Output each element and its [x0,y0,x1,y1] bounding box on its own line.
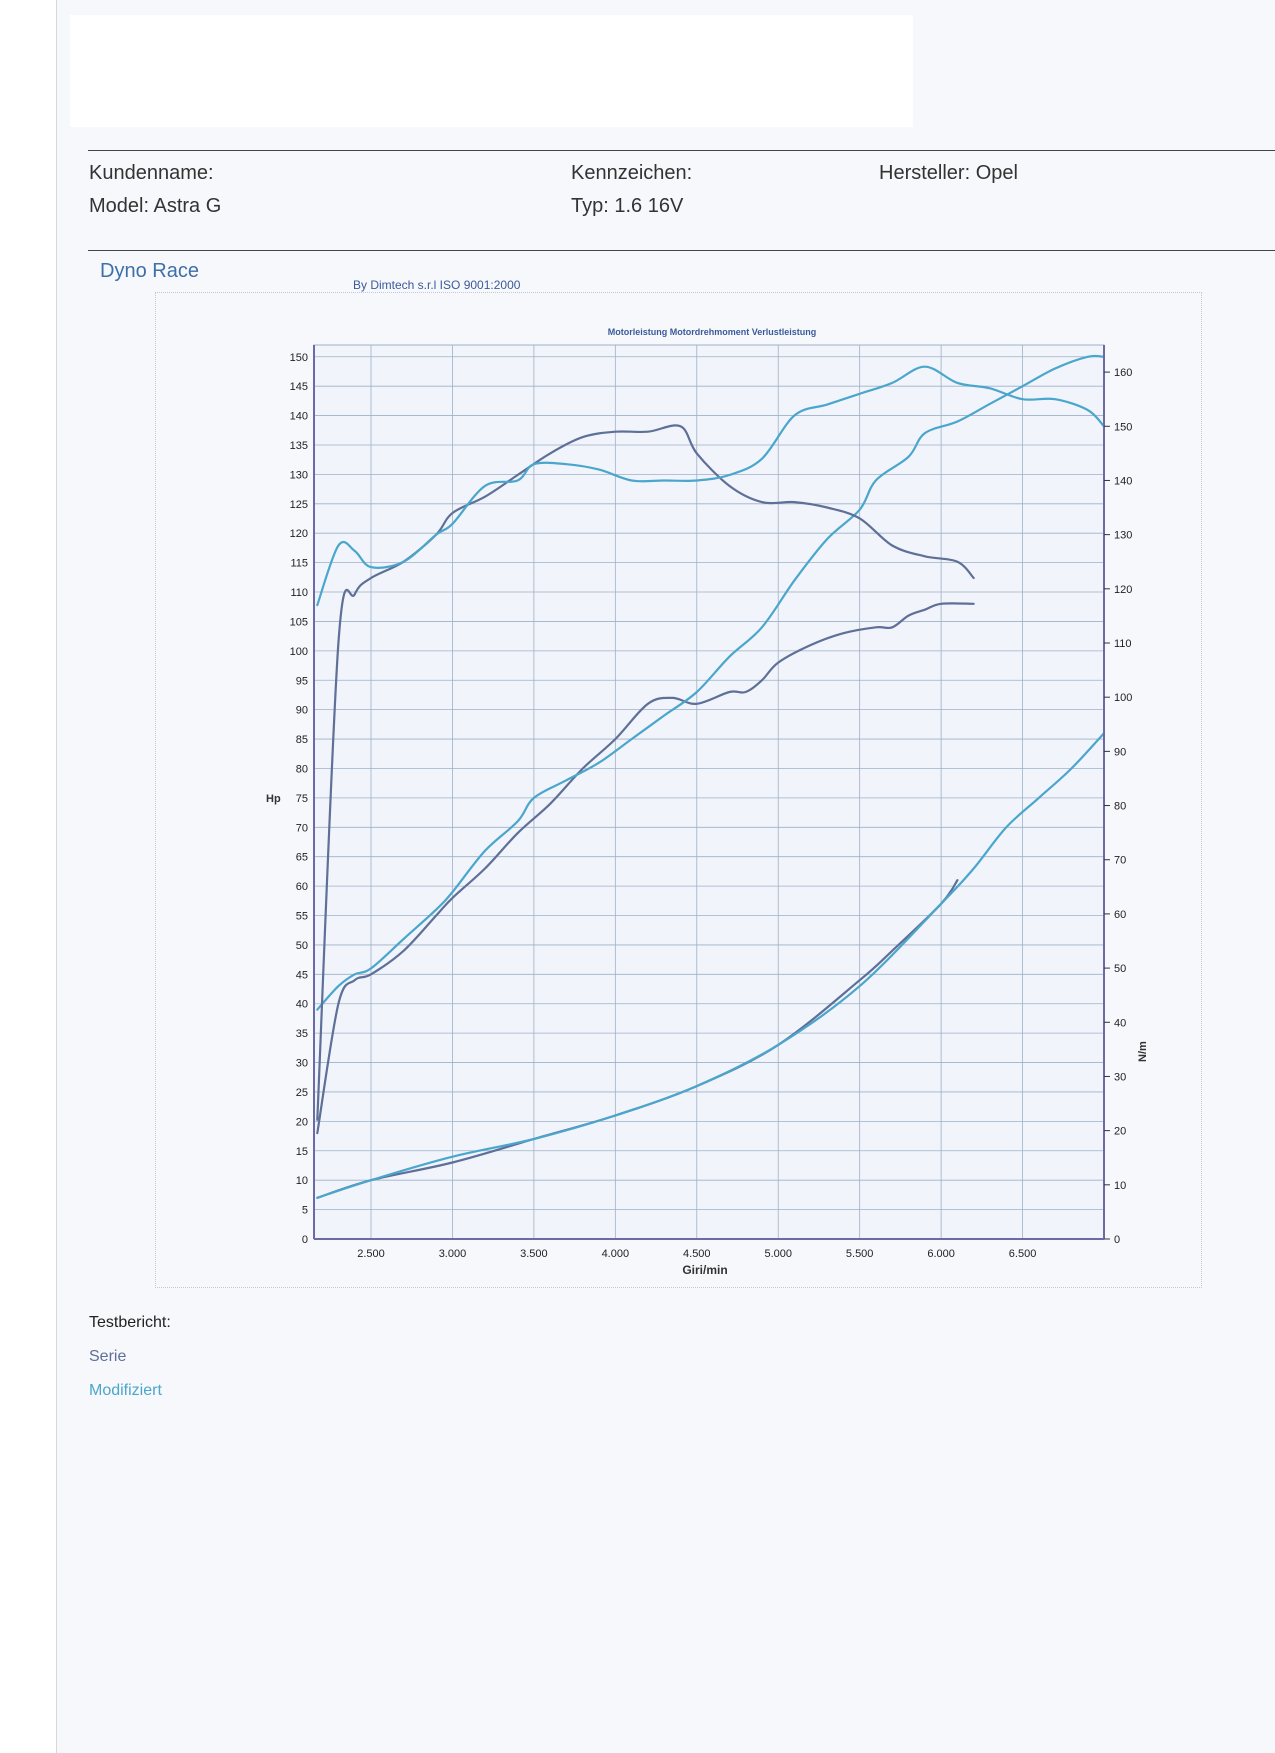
series-line-modifiziert-3 [316,365,1106,607]
header-divider-bottom [88,250,1275,251]
y-tick-label: 115 [290,558,308,570]
y-tick-label: 30 [296,1058,308,1070]
x-tick-label: 6.000 [927,1248,955,1260]
y-tick-label: 10 [296,1175,308,1187]
series-line-serie-2 [316,424,975,1121]
y2-tick-label: 70 [1114,855,1126,867]
customer-name-label: Kundenname: [89,162,214,184]
y2-tick-label: 110 [1114,638,1132,650]
page-margin-strip [0,0,57,1753]
chart-grid [313,344,1105,1240]
y2-tick-label: 140 [1114,475,1132,487]
x-tick-label: 5.000 [764,1248,792,1260]
y-tick-label: 150 [290,352,308,364]
y2-tick-label: 80 [1114,801,1126,813]
y-tick-label: 0 [302,1234,308,1246]
logo-area [70,15,913,127]
y2-tick-label: 50 [1114,963,1126,975]
y-tick-label: 140 [290,411,308,423]
x-tick-label: 3.000 [439,1248,467,1260]
x-tick-label: 6.500 [1009,1248,1037,1260]
y2-tick-label: 20 [1114,1126,1126,1138]
y-tick-label: 60 [296,881,308,893]
y-tick-label: 95 [296,675,308,687]
chart-axes: 0 5 10 15 20 25 30 35 40 45 50 55 60 65 70 75 80 85 90 95 10… [290,345,1132,1260]
y-tick-label: 45 [296,969,308,981]
y2-axis-label: N/m [1137,1041,1149,1062]
y-tick-label: 65 [296,852,308,864]
type-label: Typ: 1.6 16V [571,195,684,217]
y-tick-label: 100 [290,646,308,658]
chart-curves [316,354,1106,1199]
y2-tick-label: 40 [1114,1017,1126,1029]
y2-tick-label: 60 [1114,909,1126,921]
y-tick-label: 5 [302,1205,308,1217]
x-tick-label: 5.500 [846,1248,874,1260]
license-plate-label: Kennzeichen: [571,162,693,184]
y-tick-label: 70 [296,822,308,834]
y2-tick-label: 10 [1114,1180,1126,1192]
y2-tick-label: 30 [1114,1071,1126,1083]
y-tick-label: 55 [296,911,308,923]
model-label: Model: Astra G [89,195,222,217]
y-tick-label: 105 [290,616,308,628]
x-tick-label: 4.500 [683,1248,711,1260]
y2-tick-label: 0 [1114,1234,1120,1246]
y2-tick-label: 130 [1114,530,1132,542]
x-tick-label: 3.500 [520,1248,548,1260]
x-tick-label: 2.500 [357,1248,385,1260]
y2-tick-label: 100 [1114,692,1132,704]
series-line-serie-0 [316,602,975,1135]
chart-frame [155,292,1202,1288]
y-tick-label: 75 [296,793,308,805]
report-title: Testbericht: [89,1314,171,1331]
y-tick-label: 135 [290,440,308,452]
y-tick-label: 35 [296,1028,308,1040]
chart-title: Motorleistung Motordrehmoment Verlustlei… [608,327,817,337]
series-line-modifiziert-1 [316,354,1106,1011]
y2-tick-label: 120 [1114,584,1132,596]
y-tick-label: 80 [296,763,308,775]
dyno-chart: 0 5 10 15 20 25 30 35 40 45 50 55 60 65 70 75 80 85 90 95 10… [266,327,1149,1277]
y-tick-label: 85 [296,734,308,746]
y-tick-label: 145 [290,381,308,393]
y-axis-label: Hp [266,793,281,805]
y-tick-label: 50 [296,940,308,952]
y-tick-label: 15 [296,1146,308,1158]
legend-serie: Serie [89,1348,127,1365]
y-tick-label: 20 [296,1116,308,1128]
y2-tick-label: 150 [1114,421,1132,433]
y2-tick-label: 160 [1114,367,1132,379]
y-tick-label: 25 [296,1087,308,1099]
y-tick-label: 40 [296,999,308,1011]
legend-modifiziert: Modifiziert [89,1382,162,1399]
y-tick-label: 120 [290,528,308,540]
x-tick-label: 4.000 [602,1248,630,1260]
y2-tick-label: 90 [1114,746,1126,758]
y-tick-label: 130 [290,469,308,481]
brand-title: Dyno Race [100,260,199,282]
plot-area [313,344,1105,1240]
byline: By Dimtech s.r.l ISO 9001:2000 [353,278,521,292]
y-tick-label: 125 [290,499,308,511]
y-tick-label: 110 [290,587,308,599]
y-tick-label: 90 [296,705,308,717]
x-axis-label: Giri/min [682,1263,727,1277]
series-line-modifiziert-5 [316,732,1106,1199]
manufacturer-label: Hersteller: Opel [879,162,1018,184]
header-divider-top [88,150,1275,151]
